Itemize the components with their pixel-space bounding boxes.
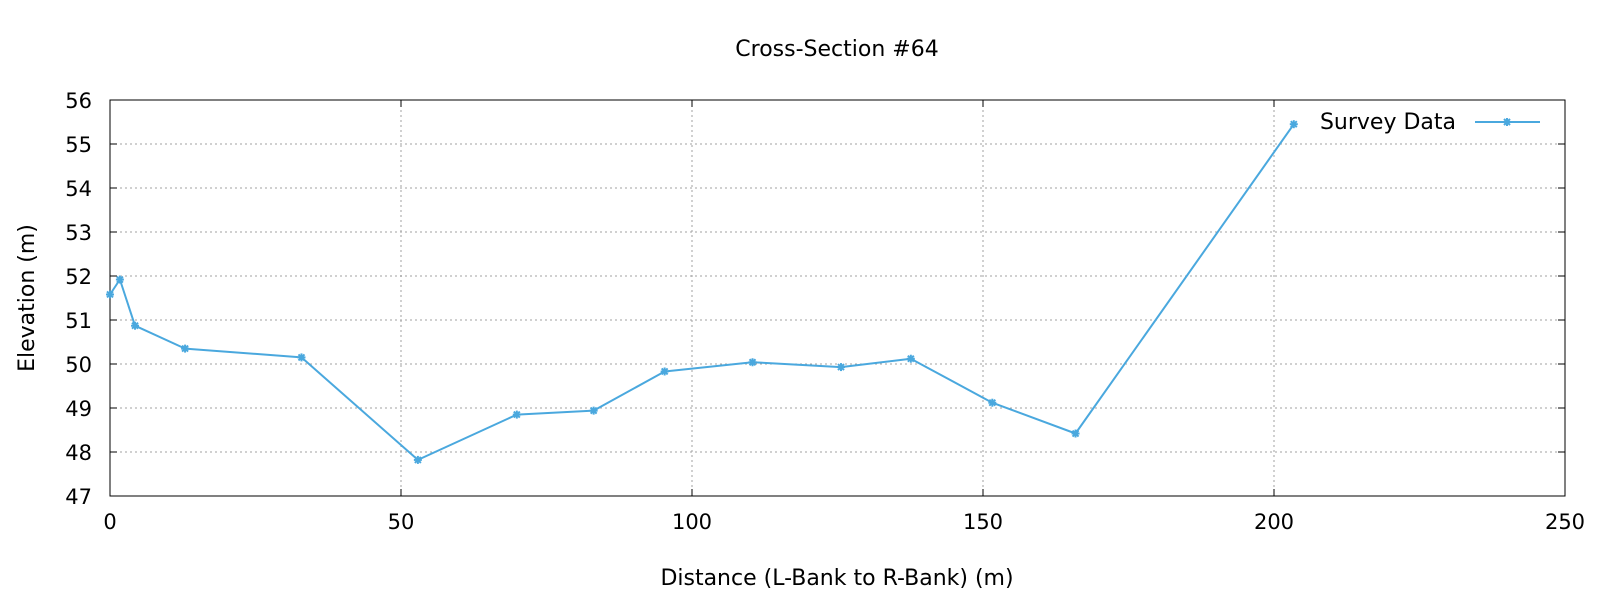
y-tick-label: 56 [65,89,92,113]
grid-layer [110,100,1565,496]
legend-marker-survey-data [1503,118,1511,126]
data-point [131,321,140,330]
y-tick-label: 49 [65,397,92,421]
data-point [1071,429,1080,438]
y-tick-label: 53 [65,221,92,245]
y-tick-label: 54 [65,177,92,201]
plot-frame [109,99,1566,497]
legend: Survey Data [1320,110,1540,135]
legend-star-marker [1503,118,1511,126]
data-point [512,410,521,419]
chart-title: Cross-Section #64 [735,37,938,62]
data-point [660,367,669,376]
x-axis-label: Distance (L-Bank to R-Bank) (m) [660,566,1013,591]
series-layer [106,120,1298,464]
data-point [589,406,598,415]
y-tick-label: 48 [65,441,92,465]
data-point [1289,120,1298,129]
x-tick-label: 50 [388,510,415,534]
y-tick-label: 52 [65,265,92,289]
data-point [413,455,422,464]
data-point [988,398,997,407]
data-point [115,275,124,284]
x-tick-label: 200 [1254,510,1294,534]
tick-layer: 0 50 100 150 200 250 47 48 49 50 51 52 53 54 55 56 [65,89,1585,534]
y-tick-label: 50 [65,353,92,377]
x-tick-label: 250 [1545,510,1585,534]
x-tick-label: 0 [103,510,116,534]
y-tick-label: 55 [65,133,92,157]
x-tick-label: 150 [963,510,1003,534]
data-point [106,290,114,299]
data-point [748,358,757,367]
data-point [297,353,306,362]
x-tick-label: 100 [672,510,712,534]
data-point [906,354,915,363]
y-tick-label: 51 [65,309,92,333]
y-tick-label: 47 [65,485,92,509]
y-axis-label: Elevation (m) [15,224,40,372]
series-line-survey-data [109,123,1295,461]
legend-label-survey-data: Survey Data [1320,110,1456,135]
data-point [181,344,190,353]
data-point [836,363,845,372]
